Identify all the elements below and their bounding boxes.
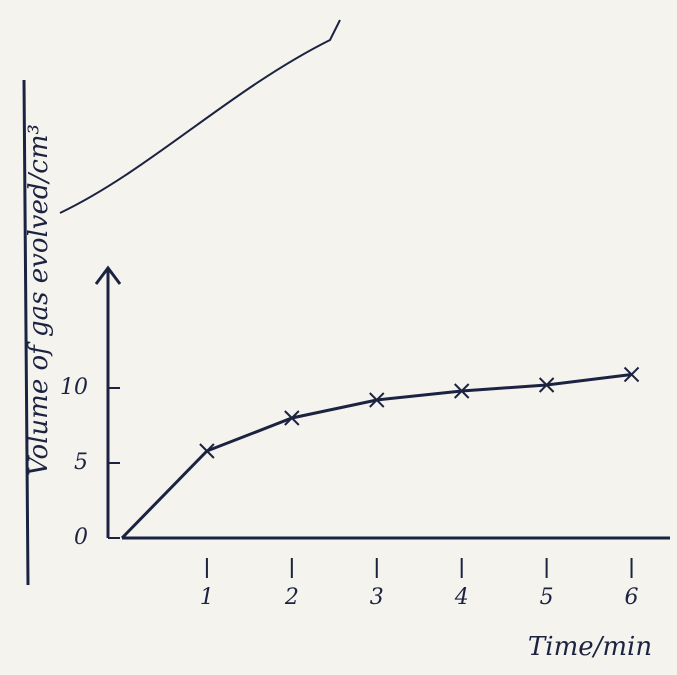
x-axis-title: Time/min — [528, 632, 652, 662]
x-tick-label: 2 — [284, 585, 299, 610]
x-tick-label: 1 — [200, 585, 214, 610]
x-tick-label: 4 — [454, 585, 469, 610]
y-tick-label: 0 — [74, 525, 88, 550]
y-tick-label: 5 — [74, 450, 88, 475]
y-tick-label: 10 — [60, 375, 88, 400]
x-tick-label: 5 — [540, 585, 554, 610]
chart: Volume of gas evolved/cm³ Time/min 1 2 3 4 5… — [0, 0, 677, 675]
x-tick-label: 6 — [625, 585, 639, 610]
y-axis-title: Volume of gas evolved/cm³ — [24, 124, 54, 476]
paper — [0, 0, 677, 675]
x-tick-label: 3 — [370, 585, 384, 610]
